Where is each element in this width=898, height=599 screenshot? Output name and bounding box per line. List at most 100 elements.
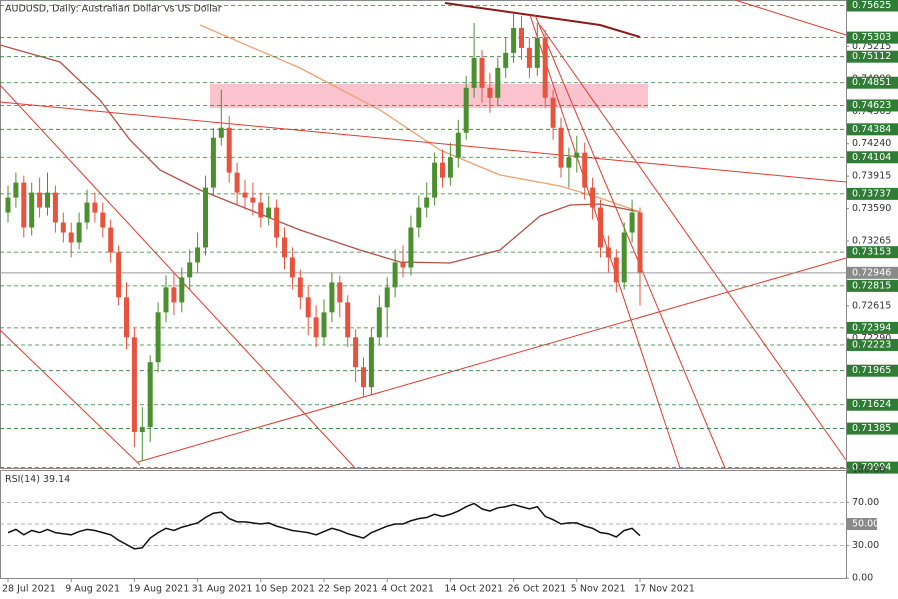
candle-body (558, 127, 564, 168)
x-tick-label: 5 Nov 2021 (571, 584, 626, 595)
candle-body (5, 197, 11, 213)
candle-body (29, 192, 35, 228)
candle-body (76, 222, 82, 243)
level-label: 0.74104 (852, 152, 891, 163)
candle-body (376, 307, 382, 338)
trend-line (534, 14, 726, 469)
level-label: 0.72223 (852, 339, 891, 350)
x-tick-label: 19 Aug 2021 (128, 584, 189, 595)
candle-body (392, 262, 398, 288)
candle-body (424, 197, 430, 208)
candle-body (60, 222, 66, 233)
candle-body (353, 337, 359, 368)
level-label: 0.74623 (852, 100, 891, 111)
level-box (847, 151, 898, 164)
candle-body (582, 152, 588, 188)
level-box (847, 461, 898, 474)
candle-body (361, 367, 366, 388)
candle-body (297, 277, 303, 298)
level-box (847, 123, 898, 136)
candle-body (368, 337, 374, 388)
candle-body (52, 192, 58, 223)
rsi-value: 39.14 (43, 474, 70, 485)
candle-body (503, 52, 509, 68)
candle-body (21, 182, 27, 228)
candle-body (139, 427, 145, 433)
candle-body (234, 172, 240, 193)
candle-body (100, 212, 106, 228)
trend-line (0, 84, 356, 469)
candle-body (416, 207, 422, 228)
level-box (847, 76, 898, 89)
candle-body (337, 282, 343, 303)
candle-body (131, 337, 137, 433)
candle-body (258, 202, 264, 218)
candle-body (455, 132, 461, 158)
candle-body (289, 257, 295, 278)
level-box (847, 422, 898, 435)
candle-body (511, 27, 517, 53)
level-label: 0.75112 (852, 51, 891, 62)
trend-line (529, 14, 681, 469)
rsi-name: RSI(14) (5, 474, 40, 485)
candle-body (171, 287, 177, 303)
x-tick-label: 28 Jul 2021 (2, 584, 56, 595)
candle-body (598, 207, 603, 248)
candle-body (155, 312, 161, 363)
candle-body (147, 362, 153, 428)
candle-body (542, 37, 548, 98)
y-tick-label: 0.72615 (852, 300, 891, 311)
main-panel (0, 0, 847, 469)
y-tick-label: 70.00 (852, 497, 879, 508)
level-box (847, 187, 898, 200)
y-tick-label: 0.00 (852, 573, 873, 584)
level-label: 0.72815 (852, 280, 891, 291)
level-label: 0.73737 (852, 188, 891, 199)
y-tick-label: 0.74240 (852, 138, 891, 149)
level-label: 0.75625 (852, 0, 891, 11)
x-tick-label: 22 Sep 2021 (318, 584, 378, 595)
candle-body (305, 297, 311, 318)
x-tick-label: 26 Oct 2021 (508, 584, 567, 595)
candle-body (526, 47, 532, 68)
trend-line (539, 24, 847, 461)
x-tick-label: 17 Nov 2021 (634, 584, 695, 595)
y-tick-label: 0.72290 (852, 333, 891, 344)
candle-body (242, 192, 248, 198)
level-box (847, 338, 898, 351)
candle-body (274, 207, 280, 238)
candle-body (471, 57, 477, 88)
candle-body (329, 282, 335, 313)
candle-body (440, 162, 445, 178)
candle-body (313, 317, 319, 338)
resistance-zone (210, 84, 648, 108)
candle-body (92, 202, 98, 213)
candle-body (605, 247, 611, 258)
candle-body (179, 277, 185, 303)
candle-body (163, 287, 169, 313)
level-box (847, 364, 898, 377)
level-label: 0.74851 (852, 77, 891, 88)
y-tick-label: 0.73915 (852, 171, 891, 182)
drawings (0, 0, 847, 469)
candle-body (203, 187, 208, 248)
candle-body (108, 227, 114, 253)
rsi-line (7, 502, 641, 550)
candle-body (408, 227, 414, 268)
level-box (847, 246, 898, 259)
candle-body (226, 127, 232, 173)
candle-body (629, 212, 635, 233)
candle-body (84, 202, 90, 223)
candle-body (195, 247, 201, 263)
candle-body (447, 157, 453, 178)
trend-line (0, 101, 847, 183)
x-tick-label: 31 Aug 2021 (192, 584, 253, 595)
candle-body (432, 162, 438, 198)
level-box (847, 99, 898, 112)
candle-body (487, 87, 493, 98)
candle-body (384, 287, 390, 308)
current-price-label: 0.72946 (852, 267, 891, 278)
y-tick-label: 0.73265 (852, 235, 891, 246)
candle-body (45, 192, 50, 208)
